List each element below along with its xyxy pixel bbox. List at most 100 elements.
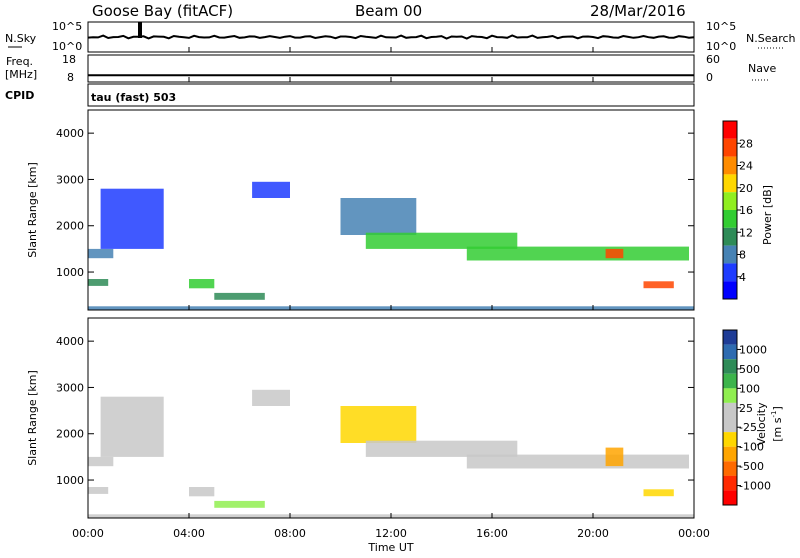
velocity-region-3 [189, 487, 215, 497]
power-ytick-label-3: 1000 [56, 266, 84, 279]
velocity-ytick-label-0: 4000 [56, 335, 84, 348]
power-colorbar-swatch-7 [723, 245, 737, 264]
x-tick-label-2: 08:00 [274, 527, 306, 540]
velocity-colorbar-tick-label-5: -100 [739, 441, 764, 454]
power-colorbar-tick-label-3: 16 [739, 204, 753, 217]
cpid-text: tau (fast) 503 [91, 91, 176, 104]
noise-right-tick-bottom: 10^0 [706, 40, 736, 53]
power-region-10 [643, 281, 674, 289]
velocity-region-5 [252, 389, 290, 406]
velocity-colorbar-swatch-6 [723, 417, 737, 433]
velocity-colorbar-tick-label-1: 500 [739, 363, 760, 376]
power-colorbar-tick-label-5: 8 [739, 249, 746, 262]
freq-right-label: Nave [748, 62, 776, 75]
velocity-colorbar-tick-label-3: 25 [739, 402, 753, 415]
cpid-panel-frame [87, 83, 695, 107]
power-colorbar-swatch-9 [723, 281, 737, 299]
noise-spike [138, 22, 142, 38]
noise-left-tick-top: 10^5 [52, 20, 82, 33]
station-title: Goose Bay (fitACF) [92, 2, 233, 20]
velocity-ytick-label-1: 3000 [56, 381, 84, 394]
velocity-heatmap [88, 389, 694, 518]
velocity-colorbar-tick-label-7: -1000 [739, 480, 771, 493]
x-tick-label-0: 00:00 [72, 527, 104, 540]
velocity-region-4 [214, 500, 265, 508]
power-colorbar-tick-label-6: 4 [739, 271, 746, 284]
velocity-colorbar-tick-label-0: 1000 [739, 343, 767, 356]
velocity-region-2 [88, 487, 109, 494]
freq-left-tick-bottom: 8 [67, 71, 74, 84]
velocity-colorbar-swatch-8 [723, 446, 737, 462]
power-region-0 [88, 248, 114, 259]
power-region-1 [100, 188, 164, 249]
velocity-colorbar-swatch-9 [723, 461, 737, 476]
noise-left-tick-bottom: 10^0 [52, 40, 82, 53]
x-tick-label-5: 20:00 [577, 527, 609, 540]
power-colorbar-swatch-0 [723, 121, 737, 139]
power-ytick-label-1: 3000 [56, 173, 84, 186]
velocity-region-8 [466, 454, 689, 469]
power-colorbar-label: Power [dB] [761, 185, 774, 245]
velocity-colorbar-unit-sup: -1 [770, 411, 778, 418]
velocity-colorbar-unit: [m s [771, 417, 784, 442]
freq-right-tick-bottom: 0 [706, 71, 713, 84]
x-axis-label: Time UT [367, 541, 413, 554]
power-colorbar-swatch-8 [723, 263, 737, 282]
cpid-label: CPID [5, 89, 34, 102]
power-colorbar-swatch-5 [723, 210, 737, 228]
svg-text:[m s-1]: [m s-1] [770, 406, 784, 442]
power-region-8 [466, 246, 689, 261]
velocity-colorbar-ticks: 1000 500 100 25 -25 -100 -500 -1000 [737, 343, 771, 493]
power-region-7 [365, 232, 518, 249]
power-colorbar-swatch-4 [723, 192, 737, 210]
power-region-3 [189, 279, 215, 289]
velocity-colorbar-tick-label-4: -25 [739, 421, 757, 434]
date-title: 28/Mar/2016 [590, 2, 686, 20]
power-region-2 [88, 279, 109, 286]
beam-title: Beam 00 [355, 2, 422, 20]
velocity-colorbar-swatch-11 [723, 490, 737, 505]
velocity-region-0 [88, 456, 114, 467]
power-colorbar-swatch-1 [723, 138, 737, 157]
power-heatmap [88, 181, 694, 310]
velocity-colorbar-tick-label-6: -500 [739, 460, 764, 473]
noise-left-label: N.Sky [5, 32, 37, 45]
velocity-region-10 [643, 489, 674, 497]
power-colorbar-swatch-3 [723, 174, 737, 193]
freq-right-tick-top: 60 [706, 53, 720, 66]
power-colorbar [722, 120, 738, 300]
power-ylabel: Slant Range [km] [26, 162, 39, 258]
freq-left-label: Freq. [6, 55, 33, 68]
velocity-colorbar-unit-close: ] [771, 406, 784, 410]
freq-left-unit: [MHz] [5, 68, 37, 81]
velocity-region-1 [100, 396, 164, 457]
power-region-4 [214, 292, 265, 300]
velocity-colorbar-swatch-3 [723, 373, 737, 389]
x-tick-label-4: 16:00 [476, 527, 508, 540]
velocity-colorbar-label: Velocity [755, 402, 768, 446]
x-tick-label-3: 12:00 [375, 527, 407, 540]
power-colorbar-swatch-2 [723, 156, 737, 175]
power-colorbar-tick-label-0: 28 [739, 137, 753, 150]
power-colorbar-swatch-6 [723, 227, 737, 246]
power-colorbar-tick-label-2: 20 [739, 182, 753, 195]
velocity-ytick-label-3: 1000 [56, 474, 84, 487]
velocity-colorbar-frame [722, 329, 738, 506]
power-region-5 [252, 181, 290, 198]
velocity-colorbar-swatch-7 [723, 432, 737, 447]
svg-text:Velocity: Velocity [755, 402, 768, 446]
power-colorbar-tick-label-1: 24 [739, 160, 753, 173]
velocity-colorbar-swatch-0 [723, 330, 737, 345]
velocity-y-ticks: 4000 3000 2000 1000 [56, 335, 694, 487]
power-region-6 [340, 198, 417, 235]
velocity-colorbar-swatch-1 [723, 344, 737, 360]
noise-right-tick-top: 10^5 [706, 20, 736, 33]
freq-left-tick-top: 18 [62, 53, 76, 66]
x-tick-label-6: 00:00 [678, 527, 710, 540]
velocity-region-7 [365, 440, 518, 457]
velocity-colorbar-swatch-2 [723, 359, 737, 374]
velocity-colorbar-swatch-4 [723, 388, 737, 403]
velocity-colorbar-swatch-10 [723, 475, 737, 491]
noise-line [87, 34, 695, 40]
power-y-ticks: 4000 3000 2000 1000 [56, 127, 694, 279]
